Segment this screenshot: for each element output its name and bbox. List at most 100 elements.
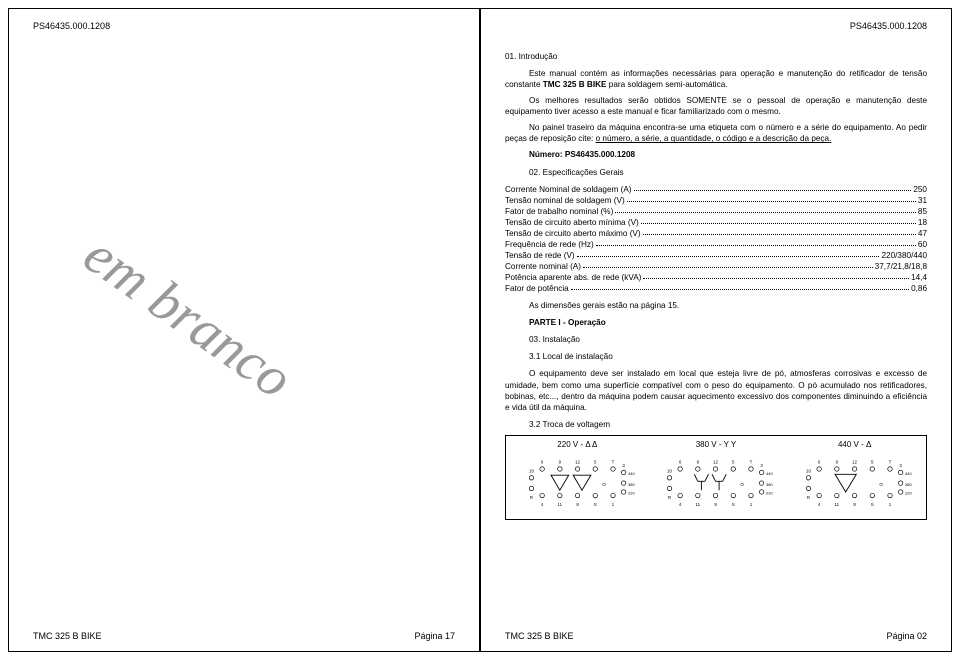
spec-label: Frequência de rede (Hz) xyxy=(505,239,594,250)
svg-text:12: 12 xyxy=(575,459,580,464)
spec-dots xyxy=(596,239,916,246)
spec-label: Fator de potência xyxy=(505,283,569,294)
spec-value: 37,7/21,8/18,8 xyxy=(875,261,927,272)
spec-value: 31 xyxy=(918,195,927,206)
svg-text:R: R xyxy=(807,495,810,500)
svg-text:220: 220 xyxy=(628,490,635,495)
spec-value: 0,86 xyxy=(911,283,927,294)
spec-dots xyxy=(577,250,880,257)
spec-label: Potência aparente abs. de rede (kVA) xyxy=(505,272,641,283)
spec-value: 220/380/440 xyxy=(881,250,927,261)
voltage-block: 220 V - Δ Δ69125T4118S110R3440380220O xyxy=(511,440,644,515)
spec-label: Tensão de rede (V) xyxy=(505,250,575,261)
svg-text:S: S xyxy=(594,502,597,507)
spec-row: Tensão de circuito aberto máximo (V)47 xyxy=(505,228,927,239)
svg-text:8: 8 xyxy=(715,502,718,507)
watermark-text: em branco xyxy=(72,223,304,412)
footer-right-page: TMC 325 B BIKE Página 02 xyxy=(505,631,927,641)
spec-row: Potência aparente abs. de rede (kVA)14,4 xyxy=(505,272,927,283)
svg-text:T: T xyxy=(889,459,892,464)
section-01-title: 01. Introdução xyxy=(505,51,927,62)
spec-value: 250 xyxy=(913,184,927,195)
intro-para-1: Este manual contém as informações necess… xyxy=(505,68,927,90)
svg-text:440: 440 xyxy=(766,471,773,476)
svg-text:S: S xyxy=(732,502,735,507)
spec-value: 60 xyxy=(918,239,927,250)
svg-text:10: 10 xyxy=(806,468,811,473)
svg-text:9: 9 xyxy=(558,459,561,464)
svg-text:5: 5 xyxy=(732,459,735,464)
svg-text:11: 11 xyxy=(835,502,840,507)
section-03-title: 03. Instalação xyxy=(529,334,927,345)
svg-text:4: 4 xyxy=(541,502,544,507)
voltage-block-title: 220 V - Δ Δ xyxy=(511,440,644,451)
svg-text:9: 9 xyxy=(697,459,700,464)
svg-text:T: T xyxy=(611,459,614,464)
spec-row: Corrente nominal (A) 37,7/21,8/18,8 xyxy=(505,261,927,272)
spec-dots xyxy=(643,228,916,235)
spec-dots xyxy=(641,217,916,224)
svg-text:380: 380 xyxy=(628,481,635,486)
svg-text:10: 10 xyxy=(529,468,534,473)
spec-row: Tensão de circuito aberto mínima (V) 18 xyxy=(505,217,927,228)
spec-label: Tensão de circuito aberto máximo (V) xyxy=(505,228,641,239)
svg-text:5: 5 xyxy=(871,459,874,464)
svg-text:8: 8 xyxy=(853,502,856,507)
svg-text:4: 4 xyxy=(818,502,821,507)
doc-id-header: PS46435.000.1208 xyxy=(850,21,927,31)
numero-label: Número: PS46435.000.1208 xyxy=(529,149,927,160)
right-page: PS46435.000.1208 01. Introdução Este man… xyxy=(480,8,952,652)
spec-row: Tensão nominal de soldagem (V)31 xyxy=(505,195,927,206)
svg-text:6: 6 xyxy=(818,459,821,464)
left-page: PS46435.000.1208 em branco TMC 325 B BIK… xyxy=(8,8,480,652)
part-title: PARTE I - Operação xyxy=(529,317,927,328)
intro-para-2: Os melhores resultados serão obtidos SOM… xyxy=(505,95,927,117)
spec-value: 18 xyxy=(918,217,927,228)
svg-text:3: 3 xyxy=(761,463,764,468)
voltage-schematic: 69125T4118S110R3440380220O xyxy=(649,453,782,515)
voltage-block: 440 V - Δ69125T4118S110R3440380220O xyxy=(788,440,921,515)
footer-left-page: TMC 325 B BIKE Página 17 xyxy=(33,631,455,641)
spec-dots xyxy=(627,195,916,202)
svg-text:380: 380 xyxy=(766,481,773,486)
spec-label: Tensão de circuito aberto mínima (V) xyxy=(505,217,639,228)
svg-text:440: 440 xyxy=(628,471,635,476)
spec-row: Fator de trabalho nominal (%) 85 xyxy=(505,206,927,217)
svg-text:6: 6 xyxy=(541,459,544,464)
spec-list: Corrente Nominal de soldagem (A)250Tensã… xyxy=(505,184,927,295)
svg-text:10: 10 xyxy=(667,468,672,473)
svg-text:4: 4 xyxy=(679,502,682,507)
voltage-diagram: 220 V - Δ Δ69125T4118S110R3440380220O380… xyxy=(505,435,927,520)
svg-text:6: 6 xyxy=(679,459,682,464)
svg-text:1: 1 xyxy=(750,502,753,507)
footer-equipment: TMC 325 B BIKE xyxy=(505,631,574,641)
spec-label: Corrente nominal (A) xyxy=(505,261,581,272)
spec-dots xyxy=(615,206,916,213)
svg-text:380: 380 xyxy=(905,481,912,486)
svg-text:O: O xyxy=(741,481,745,486)
svg-text:12: 12 xyxy=(714,459,719,464)
svg-text:R: R xyxy=(530,495,533,500)
spec-dots xyxy=(634,184,912,191)
subsection-31: 3.1 Local de instalação xyxy=(529,351,927,362)
dimensions-note: As dimensões gerais estão na página 15. xyxy=(529,300,927,311)
svg-text:9: 9 xyxy=(836,459,839,464)
spec-label: Fator de trabalho nominal (%) xyxy=(505,206,613,217)
page-content: 01. Introdução Este manual contém as inf… xyxy=(505,51,927,520)
svg-text:3: 3 xyxy=(899,463,902,468)
svg-text:S: S xyxy=(871,502,874,507)
voltage-schematic: 69125T4118S110R3440380220O xyxy=(511,453,644,515)
subsection-32: 3.2 Troca de voltagem xyxy=(529,419,927,430)
voltage-schematic: 69125T4118S110R3440380220O xyxy=(788,453,921,515)
spec-label: Corrente Nominal de soldagem (A) xyxy=(505,184,632,195)
svg-text:8: 8 xyxy=(576,502,579,507)
para-31: O equipamento deve ser instalado em loca… xyxy=(505,368,927,412)
spec-row: Fator de potência 0,86 xyxy=(505,283,927,294)
spec-row: Corrente Nominal de soldagem (A) 250 xyxy=(505,184,927,195)
voltage-block-title: 440 V - Δ xyxy=(788,440,921,451)
spec-row: Frequência de rede (Hz) 60 xyxy=(505,239,927,250)
section-02-title: 02. Especificações Gerais xyxy=(529,167,927,178)
spec-value: 85 xyxy=(918,206,927,217)
svg-text:3: 3 xyxy=(622,463,625,468)
svg-text:11: 11 xyxy=(557,502,562,507)
